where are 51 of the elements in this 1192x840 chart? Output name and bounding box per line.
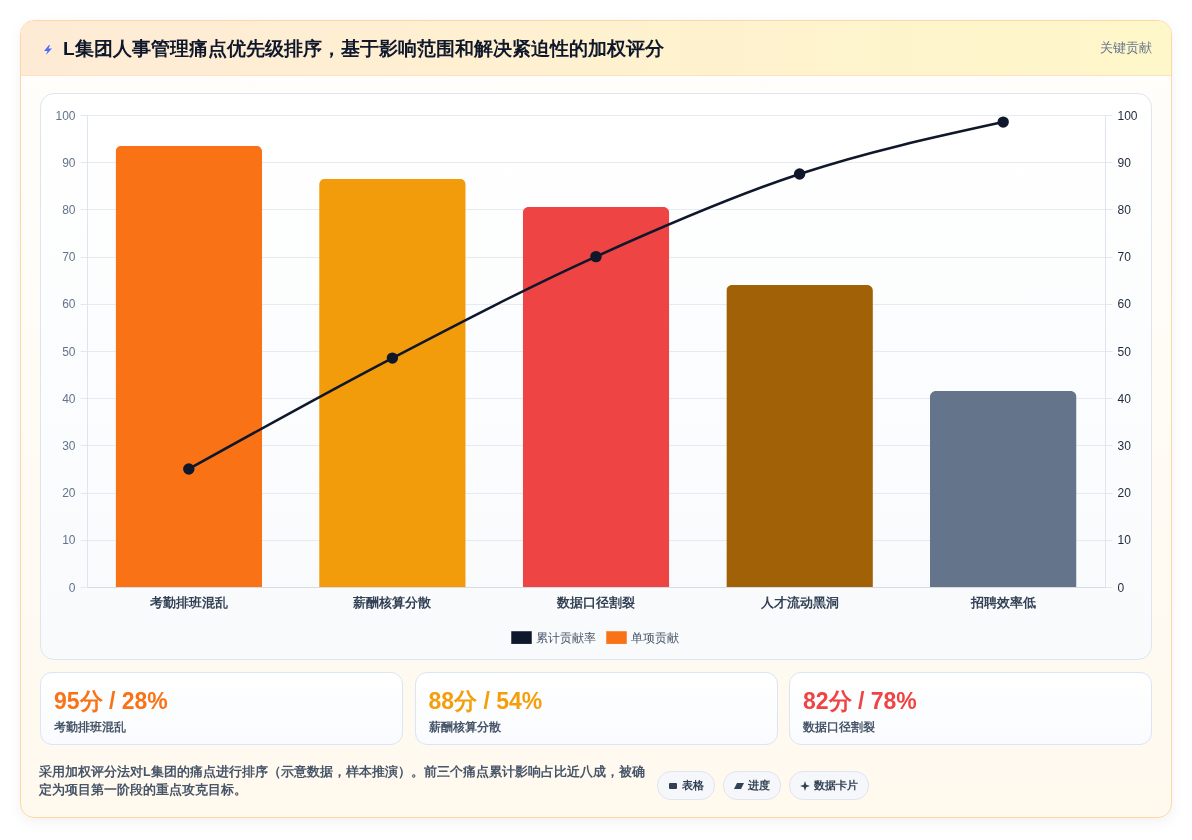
y-tick-label: 30 [62, 438, 76, 453]
text: 考勤排班混乱 [54, 719, 126, 736]
text: 数据口径割裂 [803, 719, 875, 736]
y2-tick-label: 10 [1117, 533, 1132, 548]
text: 82分 / 78% [803, 687, 917, 716]
bar [726, 284, 873, 587]
text: 采用加权评分法对L集团的痛点进行排序（示意数据，样本推演）。前三个痛点累计影响占比近八成，被确定为项目第一阶段的重点攻克目标。 [39, 764, 646, 799]
y-tick-label: 100 [55, 108, 76, 123]
x-tick-label: 考勤排班混乱 [148, 595, 228, 610]
y-tick-label: 10 [62, 533, 76, 548]
chip: 数据卡片 [789, 771, 869, 800]
x-tick-label: 薪酬核算分散 [352, 594, 433, 610]
legend-label: 单项贡献 [631, 630, 679, 645]
y2-tick-label: 100 [1117, 108, 1138, 123]
y-tick-label: 0 [68, 580, 76, 595]
y2-tick-label: 80 [1117, 202, 1132, 217]
y-tick-label: 60 [62, 297, 76, 312]
point [590, 250, 602, 263]
chip: 表格 [657, 771, 715, 800]
point [997, 116, 1009, 128]
y2-tick-label: 50 [1117, 344, 1132, 359]
text: 88分 / 54% [428, 687, 543, 716]
y2-tick-label: 60 [1117, 297, 1132, 312]
y-tick-label: 70 [62, 250, 76, 265]
bar [929, 391, 1077, 587]
y-tick-label: 50 [62, 344, 76, 359]
text: 95分 / 28% [54, 687, 168, 716]
chip: 进度 [723, 771, 781, 800]
y-tick-label: 20 [62, 486, 76, 501]
bar [319, 178, 466, 587]
bar [115, 145, 263, 587]
point [793, 168, 806, 180]
y-tick-label: 80 [62, 202, 76, 217]
text: 薪酬核算分散 [428, 719, 501, 736]
y-tick-label: 40 [62, 391, 76, 406]
x-tick-label: 数据口径割裂 [556, 594, 635, 610]
y2-tick-label: 40 [1117, 391, 1132, 406]
chart-title: L集团人事管理痛点优先级排序，基于影响范围和解决紧迫性的加权评分 [63, 37, 664, 61]
y2-tick-label: 20 [1117, 486, 1132, 501]
legend-label: 累计贡献率 [536, 630, 596, 645]
y2-tick-label: 30 [1117, 438, 1132, 453]
y2-tick-label: 90 [1117, 155, 1132, 170]
y2-tick-label: 0 [1117, 580, 1125, 595]
point [183, 463, 195, 475]
y-tick-label: 90 [62, 155, 76, 170]
x-tick-label: 人才流动黑洞 [759, 594, 839, 610]
point [386, 352, 399, 364]
text: 关键贡献 [1100, 40, 1152, 57]
x-tick-label: 招聘效率低 [969, 594, 1036, 610]
bar [522, 207, 670, 587]
y2-tick-label: 70 [1117, 250, 1132, 265]
